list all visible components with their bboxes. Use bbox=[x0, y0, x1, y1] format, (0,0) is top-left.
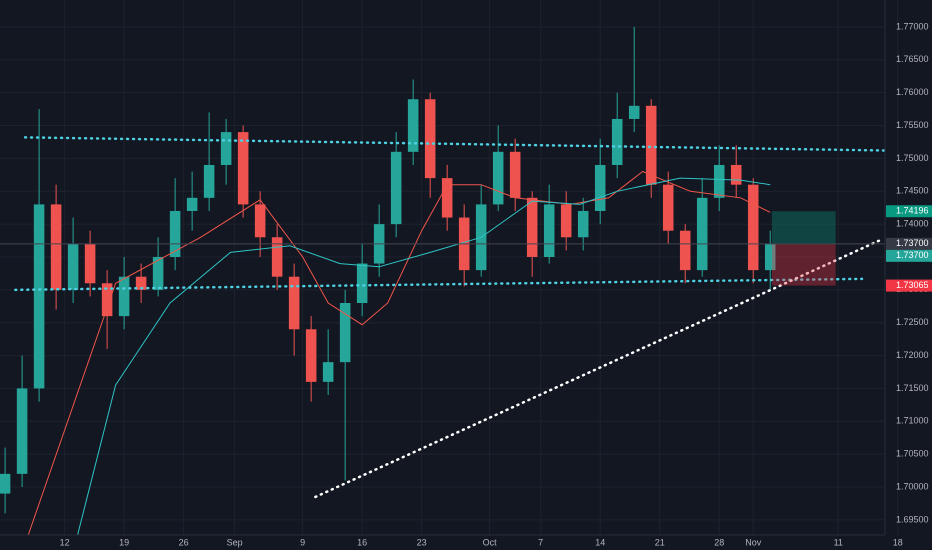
y-tick-label: 1.71500 bbox=[896, 383, 929, 393]
moving-average bbox=[77, 177, 771, 535]
candle-body bbox=[67, 243, 79, 290]
x-tick-label: 14 bbox=[595, 537, 605, 547]
x-tick-label: 11 bbox=[834, 537, 843, 547]
x-tick-label: Nov bbox=[745, 537, 762, 547]
candle-body bbox=[560, 204, 572, 238]
moving-average bbox=[27, 170, 771, 535]
candle-body bbox=[577, 210, 589, 238]
candle-body bbox=[356, 263, 368, 303]
y-tick-label: 1.76500 bbox=[896, 54, 929, 64]
candle-body bbox=[50, 204, 62, 290]
y-tick-label: 1.74000 bbox=[896, 218, 929, 228]
candle-body bbox=[288, 276, 300, 330]
x-tick-label: 19 bbox=[119, 537, 129, 547]
candle-body bbox=[169, 210, 181, 257]
price-label-box bbox=[886, 205, 932, 218]
candle-body bbox=[339, 302, 351, 363]
trendline bbox=[314, 238, 882, 499]
candle-body bbox=[713, 164, 725, 198]
candle-body bbox=[492, 151, 504, 205]
candle-body bbox=[526, 197, 538, 257]
candle-body bbox=[135, 276, 147, 290]
candle-body bbox=[679, 230, 691, 271]
target-zone bbox=[771, 211, 836, 244]
candle-body bbox=[237, 132, 249, 205]
x-tick-label: 7 bbox=[538, 537, 543, 547]
x-tick-label: 12 bbox=[60, 537, 70, 547]
candle-body bbox=[390, 151, 402, 225]
candle-body bbox=[543, 204, 555, 257]
candle-body bbox=[696, 197, 708, 271]
candle-body bbox=[322, 362, 334, 382]
x-tick-label: 9 bbox=[300, 537, 305, 547]
candle-body bbox=[747, 184, 759, 271]
candle-body bbox=[730, 164, 742, 185]
trendline bbox=[23, 136, 885, 152]
candle-body bbox=[220, 132, 232, 165]
grid bbox=[0, 0, 899, 535]
y-tick-label: 1.76000 bbox=[896, 87, 929, 97]
y-tick-label: 1.69500 bbox=[896, 514, 929, 524]
y-tick-label: 1.74500 bbox=[896, 186, 929, 196]
candle-body bbox=[152, 256, 164, 290]
price-label: 1.73700 bbox=[896, 238, 929, 248]
price-label: 1.73700 bbox=[896, 250, 929, 260]
candle-body bbox=[594, 164, 606, 211]
price-label-box bbox=[886, 249, 932, 262]
y-tick-label: 1.70000 bbox=[896, 481, 929, 491]
y-tick-label: 1.75000 bbox=[896, 153, 929, 163]
candle-body bbox=[662, 184, 674, 231]
candle-body bbox=[186, 197, 198, 211]
y-tick-label: 1.72500 bbox=[896, 317, 929, 327]
candle-body bbox=[764, 243, 776, 271]
candle-body bbox=[33, 204, 45, 389]
price-label-box bbox=[886, 279, 932, 292]
candle-body bbox=[305, 329, 317, 382]
axes: 1.69500 1.70000 1.70500 1.71000 1.71500 1.720… bbox=[60, 21, 932, 547]
candle-body bbox=[645, 105, 657, 185]
plot-area bbox=[0, 26, 885, 535]
candle-body bbox=[254, 204, 266, 238]
x-tick-label: 23 bbox=[417, 537, 427, 547]
candle-body bbox=[509, 151, 521, 198]
candle-body bbox=[84, 243, 96, 284]
x-tick-label: 26 bbox=[179, 537, 189, 547]
candle-body bbox=[0, 473, 11, 494]
x-tick-label: 21 bbox=[655, 537, 665, 547]
y-tick-label: 1.70500 bbox=[896, 449, 929, 459]
price-label-box bbox=[886, 237, 932, 250]
y-tick-label: 1.71000 bbox=[896, 416, 929, 426]
candle-body bbox=[407, 99, 419, 152]
price-label: 1.74196 bbox=[896, 206, 929, 216]
stop-zone bbox=[771, 243, 836, 286]
x-tick-label: Sep bbox=[227, 537, 243, 547]
y-tick-label: 1.77000 bbox=[896, 21, 929, 31]
y-tick-label: 1.72000 bbox=[896, 350, 929, 360]
price-label: 1.73065 bbox=[896, 280, 929, 290]
candle-body bbox=[203, 164, 215, 198]
candle-body bbox=[101, 283, 113, 317]
x-tick-label: 16 bbox=[357, 537, 367, 547]
y-tick-label: 1.75500 bbox=[896, 120, 929, 130]
candle-body bbox=[424, 99, 436, 179]
x-tick-label: 18 bbox=[893, 537, 903, 547]
candle-body bbox=[628, 105, 640, 119]
x-tick-label: 28 bbox=[714, 537, 724, 547]
candle-body bbox=[271, 237, 283, 277]
candle-body bbox=[441, 178, 453, 218]
x-tick-label: Oct bbox=[483, 537, 498, 547]
candle-body bbox=[118, 276, 130, 317]
candle-body bbox=[16, 388, 28, 474]
candle-body bbox=[611, 118, 623, 165]
